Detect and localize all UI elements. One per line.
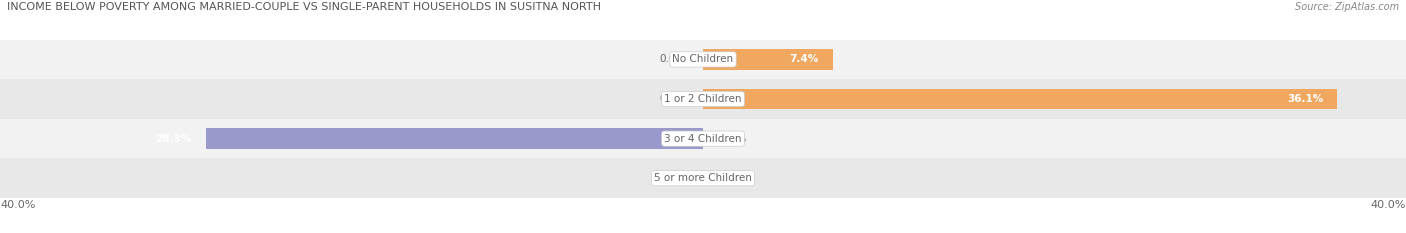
Text: No Children: No Children <box>672 55 734 64</box>
Bar <box>0 158 1406 198</box>
Bar <box>0 40 1406 79</box>
Text: 0.0%: 0.0% <box>659 94 686 104</box>
Bar <box>0 119 1406 158</box>
Text: INCOME BELOW POVERTY AMONG MARRIED-COUPLE VS SINGLE-PARENT HOUSEHOLDS IN SUSITNA: INCOME BELOW POVERTY AMONG MARRIED-COUPL… <box>7 2 600 12</box>
Bar <box>0 79 1406 119</box>
Text: 1 or 2 Children: 1 or 2 Children <box>664 94 742 104</box>
Text: 40.0%: 40.0% <box>1371 200 1406 210</box>
Text: 7.4%: 7.4% <box>790 55 818 64</box>
Text: 0.0%: 0.0% <box>659 55 686 64</box>
Text: 3 or 4 Children: 3 or 4 Children <box>664 134 742 144</box>
Bar <box>703 49 832 70</box>
Text: 0.0%: 0.0% <box>721 173 747 183</box>
Text: 0.0%: 0.0% <box>659 173 686 183</box>
Text: 40.0%: 40.0% <box>0 200 35 210</box>
Bar <box>205 128 703 149</box>
Text: 36.1%: 36.1% <box>1286 94 1323 104</box>
Text: 28.3%: 28.3% <box>155 134 191 144</box>
Bar <box>703 89 1337 109</box>
Text: Source: ZipAtlas.com: Source: ZipAtlas.com <box>1295 2 1399 12</box>
Text: 0.0%: 0.0% <box>721 134 747 144</box>
Text: 5 or more Children: 5 or more Children <box>654 173 752 183</box>
